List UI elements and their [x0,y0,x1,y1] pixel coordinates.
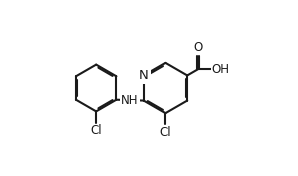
Text: O: O [193,41,202,54]
Text: OH: OH [212,63,229,76]
Text: NH: NH [121,94,139,107]
Text: Cl: Cl [160,126,171,139]
Text: N: N [139,69,149,82]
Text: Cl: Cl [90,124,102,137]
